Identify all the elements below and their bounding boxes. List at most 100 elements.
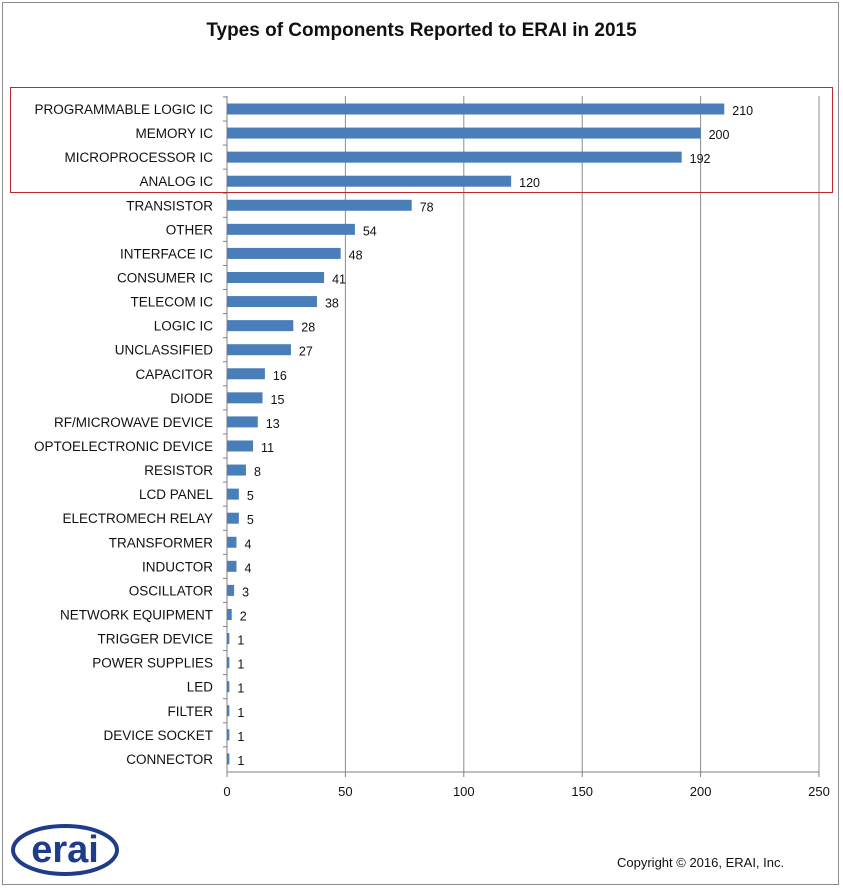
bar	[227, 440, 254, 452]
value-label: 1	[237, 730, 244, 744]
bar	[227, 416, 258, 428]
chart-title: Types of Components Reported to ERAI in …	[206, 20, 637, 41]
category-label: INTERFACE IC	[120, 246, 213, 261]
category-label: UNCLASSIFIED	[115, 343, 214, 358]
value-label: 5	[247, 489, 254, 503]
bar	[227, 681, 230, 693]
category-label: FILTER	[167, 704, 213, 719]
value-label: 28	[301, 321, 315, 335]
bar	[227, 199, 412, 211]
bar	[227, 657, 230, 669]
category-label: TRANSISTOR	[126, 198, 213, 213]
bar	[227, 560, 237, 572]
bar	[227, 127, 701, 139]
value-label: 1	[237, 634, 244, 648]
value-label: 4	[244, 561, 251, 575]
bar	[227, 344, 291, 356]
x-tick-labels: 0 50 100 150 200 250	[223, 784, 829, 799]
category-label: OTHER	[166, 222, 214, 237]
value-label: 1	[237, 754, 244, 768]
bar	[227, 320, 294, 332]
value-label: 1	[237, 658, 244, 672]
bar	[227, 175, 512, 187]
category-label: LED	[187, 680, 214, 695]
value-label: 78	[420, 200, 434, 214]
category-label: OSCILLATOR	[129, 583, 214, 598]
value-label: 8	[254, 465, 261, 479]
bar	[227, 464, 246, 476]
value-label: 200	[709, 128, 730, 142]
bar	[227, 223, 355, 235]
value-label: 192	[690, 152, 711, 166]
category-label: NETWORK EQUIPMENT	[60, 607, 213, 622]
category-label: INDUCTOR	[142, 559, 213, 574]
bar	[227, 151, 682, 163]
value-label: 2	[240, 609, 247, 623]
bar	[227, 247, 341, 259]
value-label: 15	[271, 393, 285, 407]
category-label: DIODE	[170, 391, 213, 406]
category-label: DEVICE SOCKET	[103, 728, 213, 743]
gridlines	[223, 96, 820, 777]
category-label: LCD PANEL	[139, 487, 214, 502]
value-label: 1	[237, 682, 244, 696]
value-label: 16	[273, 369, 287, 383]
x-tick-label: 250	[808, 784, 830, 799]
value-label: 210	[732, 104, 753, 118]
category-label: ANALOG IC	[139, 174, 213, 189]
category-label: TRIGGER DEVICE	[97, 632, 213, 647]
category-label: TRANSFORMER	[109, 535, 214, 550]
copyright-text: Copyright © 2016, ERAI, Inc.	[617, 855, 785, 870]
value-labels: 2102001921207854484138282716151311855443…	[237, 104, 753, 768]
x-tick-label: 150	[571, 784, 593, 799]
category-label: CAPACITOR	[135, 367, 213, 382]
category-label: MICROPROCESSOR IC	[64, 150, 213, 165]
category-label: CONSUMER IC	[117, 270, 213, 285]
category-labels: PROGRAMMABLE LOGIC IC MEMORY IC MICROPROCE…	[34, 102, 214, 767]
category-label: LOGIC IC	[154, 319, 214, 334]
value-label: 1	[237, 706, 244, 720]
bar	[227, 103, 725, 115]
value-label: 3	[242, 585, 249, 599]
bar	[227, 608, 232, 620]
highlight-box	[10, 87, 833, 193]
value-label: 27	[299, 345, 313, 359]
value-label: 120	[519, 176, 540, 190]
bar	[227, 392, 263, 404]
value-label: 38	[325, 297, 339, 311]
category-label: POWER SUPPLIES	[92, 656, 213, 671]
bar	[227, 512, 239, 524]
bar	[227, 536, 237, 548]
bar	[227, 633, 230, 645]
bar	[227, 368, 265, 380]
erai-logo: erai	[10, 818, 120, 883]
bar	[227, 753, 230, 765]
bar	[227, 729, 230, 741]
bar	[227, 296, 317, 308]
category-label: ELECTROMECH RELAY	[62, 511, 213, 526]
category-label: CONNECTOR	[126, 752, 213, 767]
category-label: OPTOELECTRONIC DEVICE	[34, 439, 213, 454]
category-label: RESISTOR	[144, 463, 213, 478]
category-label: TELECOM IC	[130, 295, 213, 310]
x-tick-label: 100	[453, 784, 475, 799]
category-label: RF/MICROWAVE DEVICE	[54, 415, 213, 430]
category-label: MEMORY IC	[135, 126, 213, 141]
x-tick-label: 0	[223, 784, 230, 799]
value-label: 4	[244, 537, 251, 551]
bar	[227, 271, 325, 283]
x-tick-label: 200	[690, 784, 712, 799]
bar	[227, 705, 230, 717]
bar	[227, 584, 235, 596]
value-label: 54	[363, 224, 377, 238]
x-tick-label: 50	[338, 784, 352, 799]
svg-text:erai: erai	[31, 829, 99, 871]
bars	[227, 103, 725, 765]
category-label: PROGRAMMABLE LOGIC IC	[34, 102, 213, 117]
value-label: 11	[261, 441, 274, 455]
value-label: 5	[247, 513, 254, 527]
value-label: 48	[349, 248, 363, 262]
value-label: 13	[266, 417, 280, 431]
